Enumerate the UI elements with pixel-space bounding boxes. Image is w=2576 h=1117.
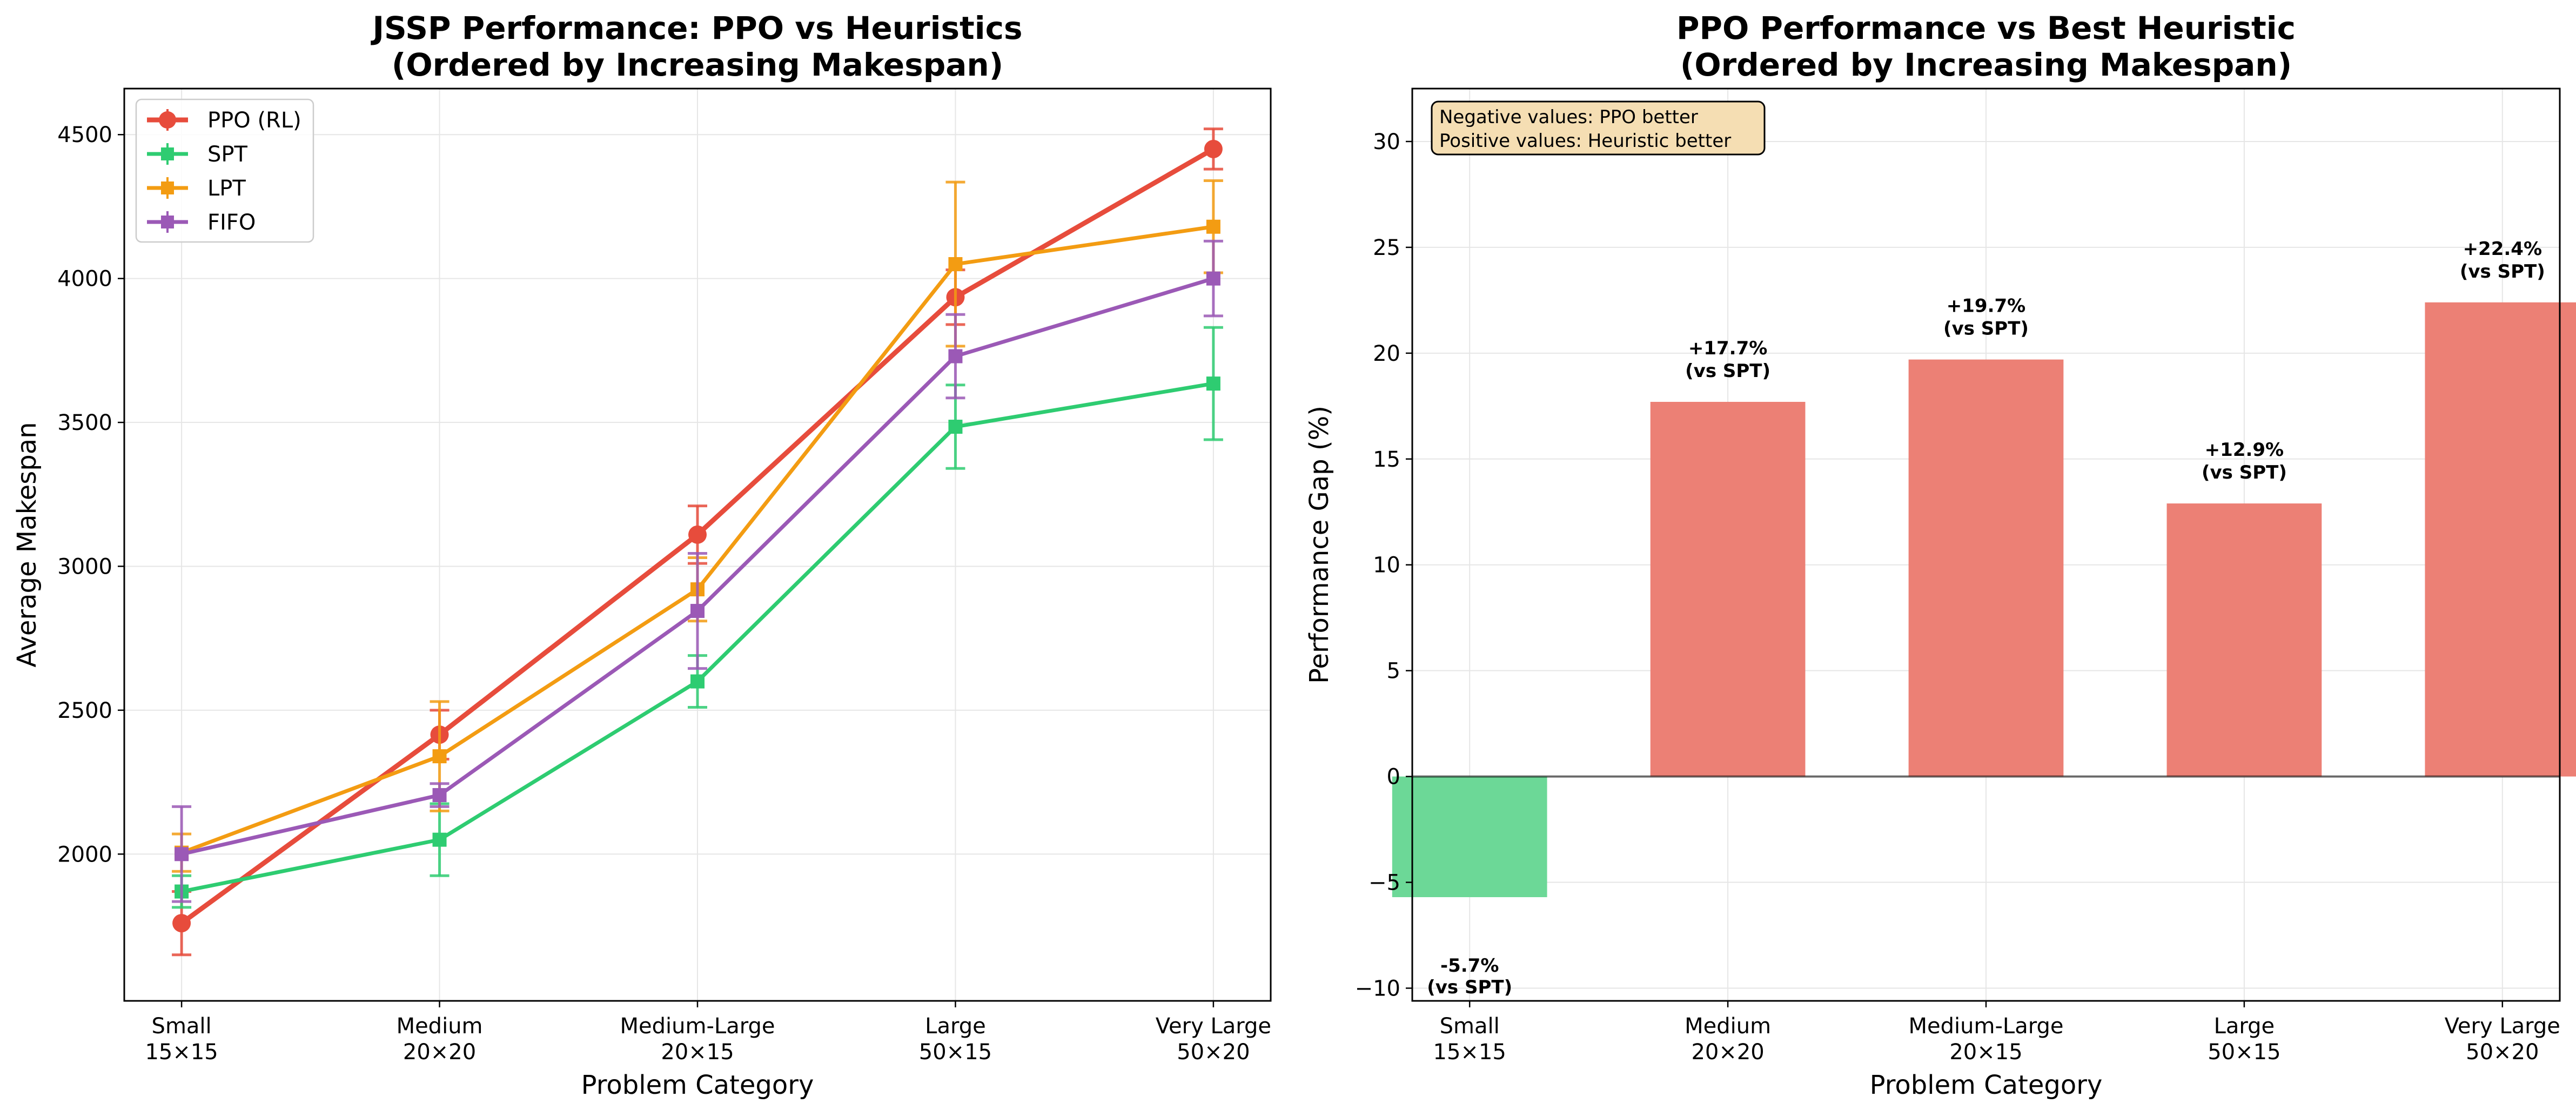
- series-fifo: [172, 239, 1223, 903]
- bar: [1392, 776, 1547, 897]
- y-tick-label: 4500: [57, 123, 112, 147]
- x-tick-label: Small: [1440, 1014, 1500, 1039]
- y-tick-label: 2500: [57, 698, 112, 723]
- bar: [1650, 401, 1806, 777]
- x-tick-label: 20×15: [661, 1040, 734, 1065]
- data-point: [1206, 376, 1220, 391]
- data-point: [690, 604, 705, 618]
- legend-label: LPT: [207, 176, 246, 201]
- data-point: [432, 788, 447, 803]
- x-tick-label: Large: [925, 1014, 986, 1039]
- x-tick-label: 15×15: [1433, 1040, 1506, 1065]
- data-point: [432, 832, 447, 847]
- x-axis-label: Problem Category: [581, 1070, 814, 1100]
- bar-value-sublabel: (vs SPT): [2460, 261, 2545, 282]
- bar-value-label: +19.7%: [1947, 295, 2025, 317]
- data-point: [1206, 219, 1220, 234]
- x-axis-label: Problem Category: [1870, 1070, 2103, 1100]
- x-tick-label: 50×20: [1177, 1040, 1250, 1065]
- bar-value-sublabel: (vs SPT): [1685, 360, 1770, 382]
- bar: [2166, 503, 2322, 777]
- bar-value-label: -5.7%: [1440, 955, 1499, 977]
- y-tick-label: 3000: [57, 554, 112, 579]
- x-tick-label: 20×20: [1691, 1040, 1764, 1065]
- legend-swatch-marker: [161, 147, 174, 160]
- data-point: [1206, 271, 1220, 286]
- y-tick-label: 20: [1373, 341, 1400, 366]
- chart-title: JSSP Performance: PPO vs Heuristics: [370, 10, 1022, 46]
- bar-value-sublabel: (vs SPT): [2202, 462, 2287, 483]
- bar: [2425, 302, 2576, 777]
- y-tick-label: 25: [1373, 235, 1400, 260]
- legend-label: FIFO: [207, 210, 256, 235]
- bar-value-label: +17.7%: [1688, 338, 1767, 359]
- annotation-box: [1431, 100, 1766, 156]
- data-point: [432, 749, 447, 764]
- gap-bar-chart: -5.7%(vs SPT)+17.7%(vs SPT)+19.7%(vs SPT…: [1304, 10, 2576, 1100]
- bar-value-label: +12.9%: [2205, 439, 2284, 461]
- data-point: [948, 420, 963, 434]
- y-tick-label: 2000: [57, 842, 112, 867]
- annotation-line: Negative values: PPO better: [1439, 106, 1698, 128]
- annotation-line: Positive values: Heuristic better: [1439, 130, 1731, 152]
- data-point: [948, 349, 963, 364]
- y-axis-label: Average Makespan: [12, 422, 42, 667]
- y-tick-label: 10: [1373, 553, 1400, 578]
- chart-title: PPO Performance vs Best Heuristic: [1676, 10, 2296, 46]
- x-tick-label: Very Large: [1156, 1014, 1271, 1039]
- legend: PPO (RL) SPT LPT FIFO: [135, 98, 314, 243]
- x-tick-label: 50×15: [919, 1040, 992, 1065]
- x-tick-label: 20×20: [403, 1040, 476, 1065]
- x-tick-label: Medium-Large: [1909, 1014, 2064, 1039]
- y-tick-label: −10: [1355, 976, 1400, 1001]
- legend-swatch-marker: [161, 216, 174, 228]
- legend-label: SPT: [207, 142, 248, 167]
- legend-box: [135, 98, 314, 243]
- chart-subtitle: (Ordered by Increasing Makespan): [392, 46, 1003, 83]
- data-point: [172, 914, 191, 933]
- y-tick-label: 5: [1387, 659, 1400, 684]
- data-point: [175, 847, 189, 862]
- chart-subtitle: (Ordered by Increasing Makespan): [1680, 46, 2292, 83]
- data-point: [948, 257, 963, 272]
- bar-value-label: +22.4%: [2463, 238, 2542, 260]
- y-tick-label: −5: [1369, 871, 1400, 896]
- bar-value-sublabel: (vs SPT): [1427, 977, 1512, 998]
- x-tick-label: 20×15: [1949, 1040, 2022, 1065]
- legend-swatch-marker: [159, 111, 176, 129]
- data-point: [688, 525, 707, 544]
- y-tick-label: 30: [1373, 130, 1400, 154]
- y-tick-label: 4000: [57, 267, 112, 292]
- y-tick-label: 3500: [57, 411, 112, 435]
- plot-frame: [123, 88, 1272, 1002]
- x-tick-label: Small: [152, 1014, 212, 1039]
- legend-label: PPO (RL): [207, 108, 301, 133]
- y-tick-label: 15: [1373, 447, 1400, 472]
- data-point: [690, 674, 705, 689]
- bar: [1908, 359, 2064, 777]
- x-tick-label: Very Large: [2445, 1014, 2560, 1039]
- x-tick-label: Medium: [1685, 1014, 1771, 1039]
- x-tick-label: Large: [2214, 1014, 2275, 1039]
- x-tick-label: 50×15: [2208, 1040, 2280, 1065]
- y-tick-label: 0: [1387, 765, 1400, 790]
- y-axis-label: Performance Gap (%): [1304, 406, 1334, 684]
- legend-swatch-marker: [161, 181, 174, 194]
- x-tick-label: 50×20: [2466, 1040, 2539, 1065]
- x-tick-label: 15×15: [145, 1040, 218, 1065]
- plot-frame: [1411, 88, 2561, 1002]
- x-tick-label: Medium-Large: [620, 1014, 775, 1039]
- x-tick-label: Medium: [397, 1014, 483, 1039]
- bar-value-sublabel: (vs SPT): [1943, 318, 2029, 340]
- data-point: [1204, 139, 1223, 158]
